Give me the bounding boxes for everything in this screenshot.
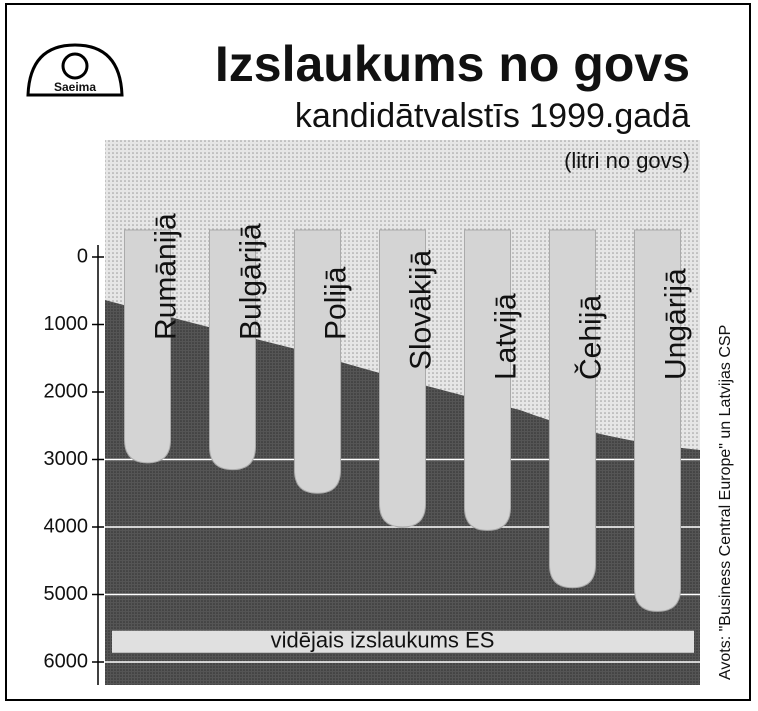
category-label: Polijā bbox=[319, 266, 352, 340]
category-label: Rumānijā bbox=[149, 213, 182, 340]
chart-subtitle: kandidātvalstīs 1999.gadā bbox=[295, 97, 690, 135]
category-label: Bulgārijā bbox=[234, 223, 267, 340]
category-label: Ungārijā bbox=[659, 268, 692, 380]
y-tick-label: 1000 bbox=[44, 313, 89, 335]
category-label: Slovākijā bbox=[404, 250, 437, 370]
reference-label: vidējais izslaukums ES bbox=[271, 628, 495, 653]
y-tick-label: 0 bbox=[77, 245, 88, 267]
logo-text: Saeima bbox=[54, 80, 96, 94]
drip bbox=[550, 230, 596, 588]
unit-label: (litri no govs) bbox=[564, 148, 690, 173]
category-label: Čehijā bbox=[573, 295, 607, 380]
y-tick-label: 6000 bbox=[44, 650, 89, 672]
chart-title: Izslaukums no govs bbox=[215, 36, 690, 92]
y-tick-label: 2000 bbox=[44, 380, 89, 402]
source: Avots: "Business Central Europe" un Latv… bbox=[717, 325, 734, 680]
category-label: Latvijā bbox=[489, 293, 522, 380]
y-tick-label: 4000 bbox=[44, 515, 89, 537]
y-tick-label: 5000 bbox=[44, 583, 89, 605]
chart: Saeima Izslaukums no govs kandidātvalstī… bbox=[0, 0, 758, 706]
y-tick-label: 3000 bbox=[44, 448, 89, 470]
